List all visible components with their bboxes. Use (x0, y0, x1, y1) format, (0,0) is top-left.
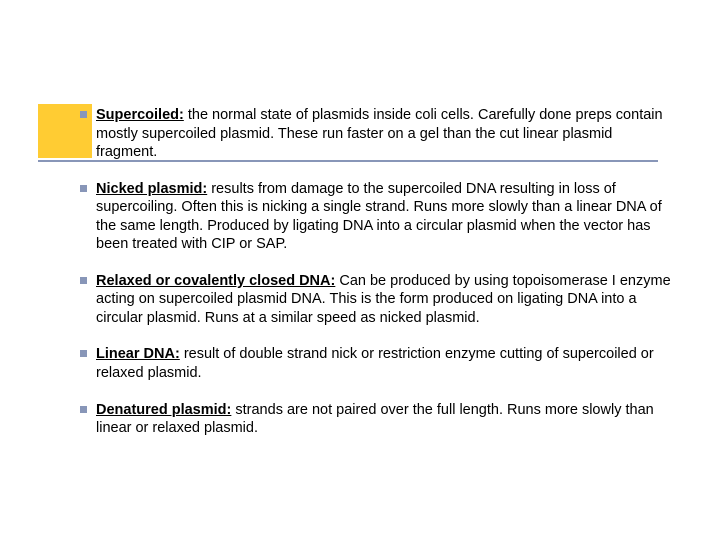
slide-content: Supercoiled: the normal state of plasmid… (96, 106, 676, 456)
term: Supercoiled: (96, 107, 184, 123)
bullet-icon (80, 185, 87, 192)
paragraph: Linear DNA: result of double strand nick… (96, 345, 676, 382)
bullet-icon (80, 350, 87, 357)
paragraph: Supercoiled: the normal state of plasmid… (96, 106, 676, 162)
paragraph: Nicked plasmid: results from damage to t… (96, 180, 676, 254)
term: Relaxed or covalently closed DNA: (96, 273, 335, 289)
bullet-icon (80, 406, 87, 413)
paragraph: Relaxed or covalently closed DNA: Can be… (96, 272, 676, 328)
bullet-icon (80, 277, 87, 284)
body-text: result of double strand nick or restrict… (96, 346, 654, 381)
bullet-icon (80, 111, 87, 118)
term: Linear DNA: (96, 346, 180, 362)
term: Nicked plasmid: (96, 181, 207, 197)
paragraph: Denatured plasmid: strands are not paire… (96, 401, 676, 438)
term: Denatured plasmid: (96, 402, 231, 418)
